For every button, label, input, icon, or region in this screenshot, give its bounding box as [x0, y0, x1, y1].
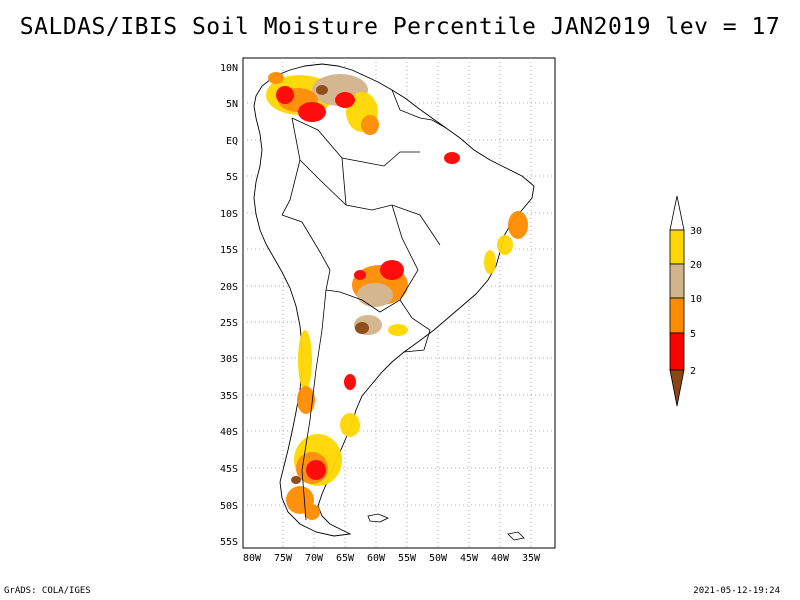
lon-label-45w: 45W	[460, 553, 479, 564]
lat-label-15s: 15S	[220, 245, 238, 256]
lat-axis-labels: 10N 5N EQ 5S 10S 15S 20S 25S 30S 35S 40S…	[220, 63, 238, 548]
colorbar-bottom-arrow	[669, 369, 685, 407]
lon-label-55w: 55W	[398, 553, 417, 564]
colorbar-label-2: 2	[690, 366, 696, 377]
lat-label-10s: 10S	[220, 209, 238, 220]
colorbar-label-10: 10	[690, 294, 702, 305]
lat-label-35s: 35S	[220, 391, 238, 402]
lon-label-65w: 65W	[336, 553, 355, 564]
footer-timestamp: 2021-05-12-19:24	[693, 586, 780, 596]
colorbar-top-arrow	[669, 195, 685, 231]
percentile-shading	[266, 72, 528, 520]
colorbar-label-30: 30	[690, 226, 702, 237]
lat-label-25s: 25S	[220, 318, 238, 329]
country-borders	[281, 89, 447, 521]
lon-label-40w: 40W	[491, 553, 510, 564]
lat-label-50s: 50S	[220, 501, 238, 512]
lon-label-70w: 70W	[305, 553, 324, 564]
lat-label-45s: 45S	[220, 464, 238, 475]
lon-axis-labels: 80W 75W 70W 65W 60W 55W 50W 45W 40W 35W	[243, 553, 541, 564]
lat-label-5s: 5S	[226, 172, 238, 183]
colorbar-legend: 30 20 10 5 2	[669, 195, 702, 407]
colorbar-swatch-10-20	[669, 263, 685, 299]
lat-label-eq: EQ	[226, 136, 238, 147]
lon-label-35w: 35W	[522, 553, 541, 564]
lon-label-60w: 60W	[367, 553, 386, 564]
lat-label-30s: 30S	[220, 354, 238, 365]
colorbar-label-20: 20	[690, 260, 702, 271]
colorbar-swatch-2-5	[669, 332, 685, 371]
colorbar-label-5: 5	[690, 329, 696, 340]
lat-label-5n: 5N	[226, 99, 238, 110]
lat-label-20s: 20S	[220, 282, 238, 293]
map-title: SALDAS/IBIS Soil Moisture Percentile JAN…	[19, 14, 781, 40]
colorbar-swatch-20-30	[669, 229, 685, 265]
colorbar-swatch-5-10	[669, 297, 685, 334]
lat-label-40s: 40S	[220, 427, 238, 438]
lat-label-55s: 55S	[220, 537, 238, 548]
lon-label-75w: 75W	[274, 553, 293, 564]
lat-label-10n: 10N	[220, 63, 238, 74]
footer-credit: GrADS: COLA/IGES	[4, 586, 91, 596]
islands	[367, 513, 525, 541]
lon-label-80w: 80W	[243, 553, 262, 564]
lon-label-50w: 50W	[429, 553, 448, 564]
